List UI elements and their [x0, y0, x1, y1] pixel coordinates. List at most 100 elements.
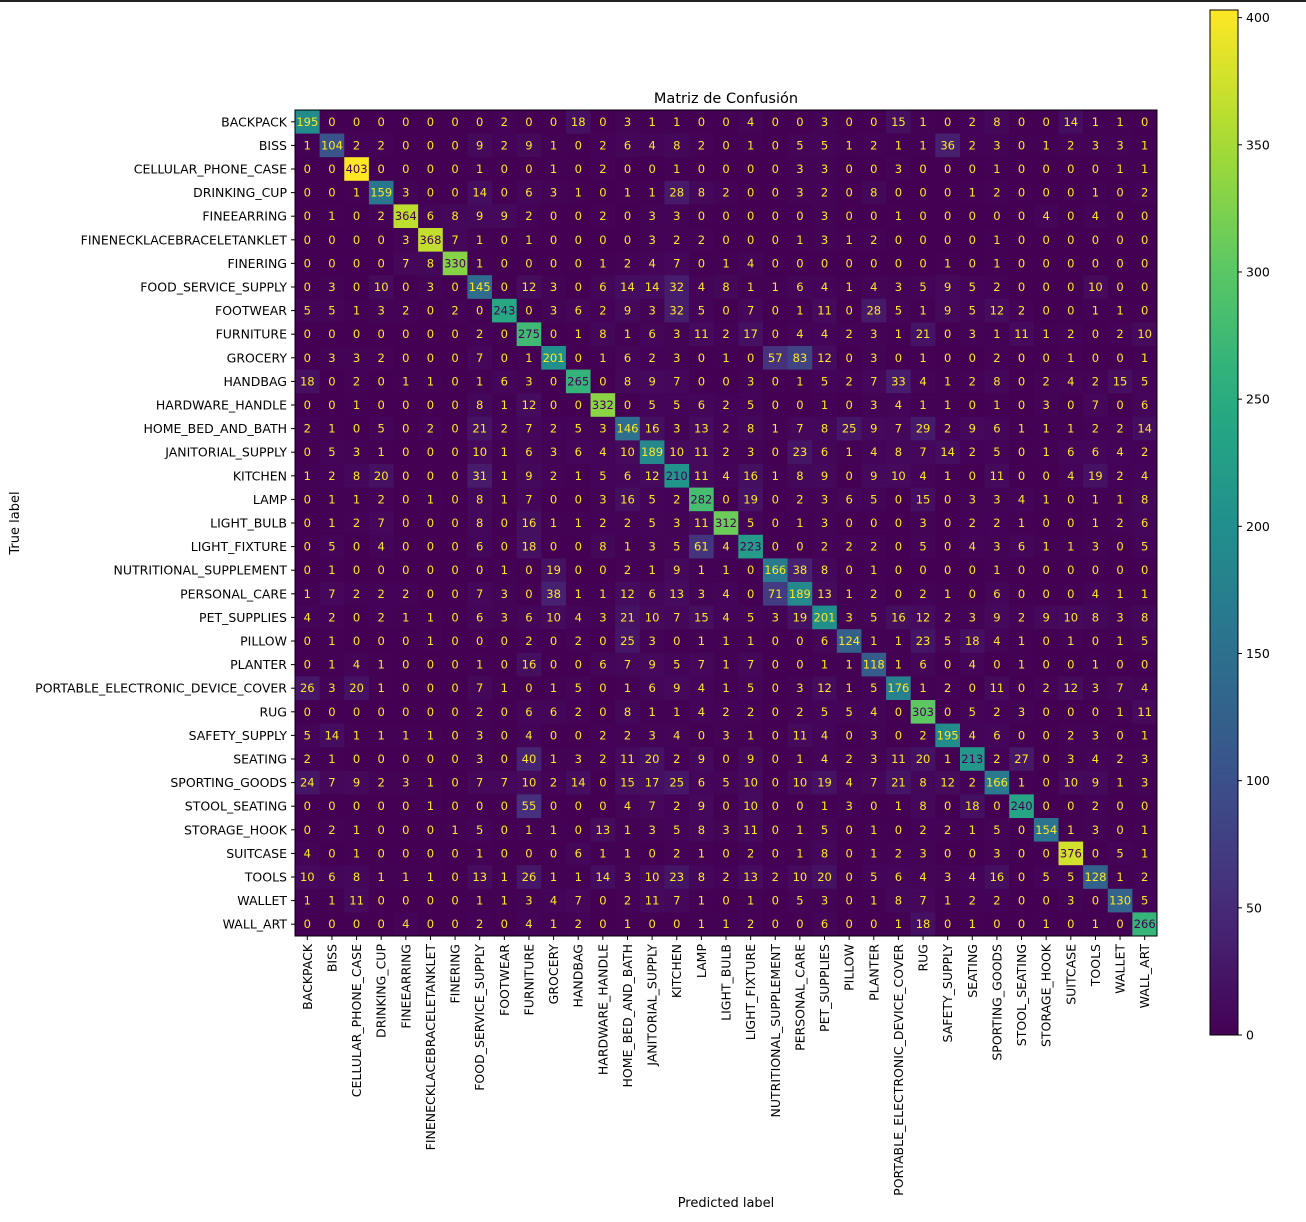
matrix-cell [442, 464, 468, 489]
cell-value-label: 223 [740, 540, 762, 554]
matrix-cell [664, 346, 690, 371]
matrix-cell [984, 275, 1010, 300]
matrix-cell [886, 133, 912, 158]
cell-value-label: 2 [722, 186, 729, 200]
cell-value-label: 1 [772, 469, 779, 483]
cell-value-label: 0 [1116, 823, 1123, 837]
cell-value-label: 11 [1014, 327, 1029, 341]
x-tick-label: BISS [324, 944, 339, 972]
matrix-cell [959, 393, 986, 418]
cell-value-label: 20 [817, 870, 832, 884]
cell-value-label: 1 [476, 658, 483, 672]
matrix-cell [590, 440, 616, 465]
cell-value-label: 0 [698, 374, 705, 388]
y-tick-label: PILLOW [240, 634, 287, 649]
cell-value-label: 0 [328, 327, 335, 341]
matrix-cell [295, 416, 321, 441]
cell-value-label: 0 [378, 752, 385, 766]
cell-value-label: 5 [747, 681, 754, 695]
cell-value-label: 0 [1043, 894, 1050, 908]
cell-value-label: 1 [993, 327, 1000, 341]
cell-value-label: 6 [525, 705, 532, 719]
matrix-cell [836, 157, 862, 182]
matrix-cell [319, 346, 345, 371]
cell-value-label: 1 [624, 823, 631, 837]
cell-value-label: 7 [673, 374, 680, 388]
cell-value-label: 3 [476, 752, 483, 766]
cell-value-label: 0 [599, 186, 606, 200]
cell-value-label: 2 [993, 516, 1000, 530]
cell-value-label: 0 [599, 799, 606, 813]
matrix-cell [762, 346, 789, 371]
cell-value-label: 0 [772, 681, 779, 695]
x-tick-label: GROCERY [546, 944, 561, 1005]
cell-value-label: 0 [895, 351, 902, 365]
cell-value-label: 3 [821, 492, 828, 506]
cell-value-label: 3 [1043, 398, 1050, 412]
matrix-cell [959, 180, 986, 205]
matrix-cell [762, 416, 789, 441]
cell-value-label: 0 [772, 516, 779, 530]
matrix-cell [861, 204, 887, 229]
cell-value-label: 11 [990, 681, 1005, 695]
cell-value-label: 0 [1116, 658, 1123, 672]
cell-value-label: 2 [993, 894, 1000, 908]
cell-value-label: 368 [419, 233, 441, 247]
cell-value-label: 12 [817, 681, 832, 695]
cell-value-label: 195 [937, 728, 959, 742]
matrix-cell [541, 228, 567, 253]
cell-value-label: 25 [669, 776, 684, 790]
cell-value-label: 0 [451, 115, 458, 129]
cell-value-label: 1 [1067, 540, 1074, 554]
cell-value-label: 0 [328, 846, 335, 860]
y-tick-label: LIGHT_BULB [210, 516, 287, 531]
y-tick-label: KITCHEN [233, 468, 287, 483]
matrix-cell [1083, 275, 1109, 300]
cell-value-label: 3 [402, 776, 409, 790]
cell-value-label: 11 [817, 304, 832, 318]
cell-value-label: 4 [550, 894, 557, 908]
cell-value-label: 0 [451, 422, 458, 436]
cell-value-label: 29 [916, 422, 931, 436]
cell-value-label: 1 [1092, 186, 1099, 200]
cell-value-label: 2 [919, 728, 926, 742]
cell-value-label: 0 [353, 256, 360, 270]
cell-value-label: 0 [451, 492, 458, 506]
cell-value-label: 0 [378, 917, 385, 931]
cell-value-label: 0 [698, 115, 705, 129]
cell-value-label: 3 [993, 492, 1000, 506]
cell-value-label: 0 [1043, 776, 1050, 790]
matrix-cell [295, 322, 321, 347]
cell-value-label: 1 [1116, 492, 1123, 506]
cell-value-label: 9 [698, 752, 705, 766]
cell-value-label: 0 [1116, 917, 1123, 931]
matrix-cell [467, 110, 493, 135]
cell-value-label: 5 [328, 540, 335, 554]
cell-value-label: 1 [624, 846, 631, 860]
cell-value-label: 2 [969, 516, 976, 530]
cell-value-label: 2 [1043, 374, 1050, 388]
cell-value-label: 2 [870, 587, 877, 601]
cell-value-label: 0 [304, 162, 311, 176]
cell-value-label: 3 [969, 492, 976, 506]
x-tick-label: FOOTWEAR [497, 944, 512, 1016]
matrix-cell [812, 228, 838, 253]
matrix-cell [984, 416, 1010, 441]
cell-value-label: 0 [895, 516, 902, 530]
cell-value-label: 25 [842, 422, 857, 436]
cell-value-label: 2 [673, 752, 680, 766]
cell-value-label: 1 [870, 563, 877, 577]
cell-value-label: 10 [522, 776, 537, 790]
cell-value-label: 1 [1067, 351, 1074, 365]
matrix-cell [368, 204, 395, 229]
cell-value-label: 0 [304, 492, 311, 506]
cell-value-label: 8 [476, 492, 483, 506]
matrix-cell [664, 251, 690, 276]
cell-value-label: 7 [673, 256, 680, 270]
cell-value-label: 0 [845, 469, 852, 483]
y-tick-label: GROCERY [227, 350, 288, 365]
cell-value-label: 0 [919, 233, 926, 247]
cell-value-label: 2 [525, 634, 532, 648]
cell-value-label: 1 [575, 516, 582, 530]
matrix-cell [319, 133, 345, 158]
